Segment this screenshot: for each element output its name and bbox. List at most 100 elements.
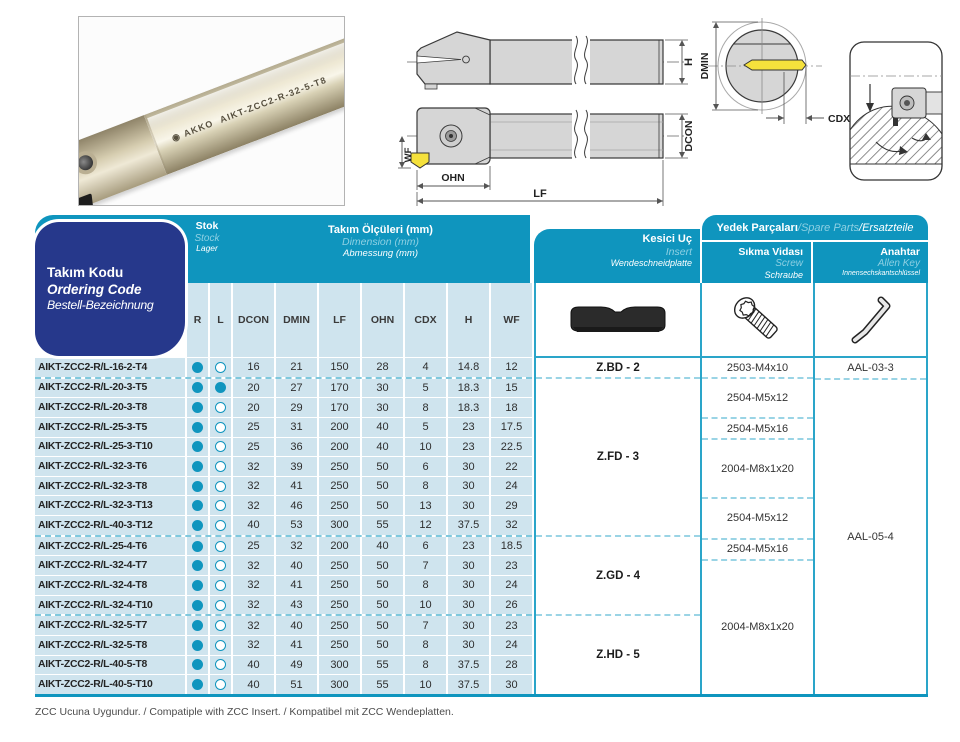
dim-value: 200	[319, 536, 360, 556]
dim-value: 32	[491, 516, 532, 535]
dim-value: 32	[276, 536, 317, 556]
dim-value: 24	[491, 476, 532, 496]
dim-value: 8	[405, 576, 446, 595]
tool-code: AIKT-ZCC2-R/L-40-5-T8	[35, 655, 185, 675]
insert-header-tr: Kesici Uç	[642, 233, 692, 245]
insert-column: Z.BD - 2 Z.FD - 3 Z.GD - 4 Z.HD - 5	[534, 283, 700, 694]
stock-r-cell	[187, 398, 208, 417]
dim-value: 50	[362, 635, 403, 655]
dim-value: 14.8	[448, 358, 489, 377]
dim-value: 37.5	[448, 655, 489, 675]
dim-value: 30	[448, 556, 489, 576]
dim-value: 27	[276, 378, 317, 398]
column-header-r: R	[187, 283, 208, 357]
dim-label-cdx: CDX	[828, 113, 850, 125]
dim-value: 40	[233, 655, 274, 675]
dim-value: 250	[319, 556, 360, 576]
dim-value: 5	[405, 378, 446, 398]
dim-value: 16	[233, 358, 274, 377]
dim-value: 17.5	[491, 417, 532, 437]
key-header-en: Allen Key	[877, 258, 920, 270]
dim-value: 8	[405, 635, 446, 655]
dim-value: 8	[405, 655, 446, 675]
stock-r-dot	[192, 480, 203, 492]
dim-value: 50	[362, 476, 403, 496]
dim-value: 300	[319, 675, 360, 694]
dim-value: 43	[276, 595, 317, 615]
screw-label: 2004-M8x1x20	[721, 462, 794, 475]
table-row: AIKT-ZCC2-R/L-32-4-T7 32 40 250 50 7 30 23	[35, 556, 532, 577]
screw-group: 2504-M5x16	[702, 540, 813, 561]
stock-l-cell	[210, 556, 231, 576]
column-header-cdx: CDX	[405, 283, 446, 357]
screw-group: 2504-M5x12	[702, 499, 813, 540]
stock-l-dot	[215, 421, 226, 433]
dim-label-lf: LF	[533, 188, 547, 200]
tool-table: AIKT-ZCC2-R/L-16-2-T4 16 21 150 28 4 14.8 12 AIK…	[35, 358, 532, 694]
stock-l-dot	[215, 461, 226, 473]
dim-value: 53	[276, 516, 317, 535]
spare-header-de: Ersatzteile	[862, 221, 914, 234]
clamp-screw	[79, 153, 96, 173]
tool-code: AIKT-ZCC2-R/L-20-3-T8	[35, 398, 185, 417]
insert-group: Z.FD - 3	[536, 379, 700, 537]
dim-value: 30	[448, 576, 489, 595]
insert-icon	[570, 306, 666, 332]
screw-label: 2004-M8x1x20	[721, 621, 794, 634]
dim-value: 37.5	[448, 675, 489, 694]
dim-value: 32	[233, 595, 274, 615]
stock-r-cell	[187, 516, 208, 535]
feed-arrow	[866, 103, 874, 112]
stock-r-cell	[187, 616, 208, 635]
column-header-lf: LF	[319, 283, 360, 357]
dim-value: 30	[448, 635, 489, 655]
dim-value: 23	[448, 417, 489, 437]
table-row: AIKT-ZCC2-R/L-32-3-T13 32 46 250 50 13 30 29	[35, 496, 532, 517]
code-header-en: Ordering Code	[47, 281, 142, 297]
table-row: AIKT-ZCC2-R/L-40-5-T10 40 51 300 55 10 37.5 30	[35, 675, 532, 694]
dim-value: 50	[362, 576, 403, 595]
dim-value: 250	[319, 616, 360, 635]
stock-l-dot	[215, 620, 226, 632]
dim-value: 30	[448, 595, 489, 615]
stock-l-cell	[210, 437, 231, 457]
dim-value: 170	[319, 398, 360, 417]
screw-icon	[733, 296, 778, 339]
tool-code: AIKT-ZCC2-R/L-32-3-T13	[35, 496, 185, 516]
table-row: AIKT-ZCC2-R/L-32-4-T8 32 41 250 50 8 30 24	[35, 576, 532, 596]
spare-header-tr: Yedek Parçaları	[716, 221, 798, 234]
dim-value: 10	[405, 675, 446, 694]
dim-value: 4	[405, 358, 446, 377]
insert-yellow	[410, 152, 430, 169]
stock-r-dot	[192, 519, 203, 531]
tool-code: AIKT-ZCC2-R/L-32-3-T6	[35, 457, 185, 476]
insert-label: Z.FD - 3	[596, 451, 640, 464]
stock-l-dot	[215, 679, 226, 691]
stock-r-dot	[192, 382, 203, 394]
dim-value: 40	[233, 516, 274, 535]
dim-value: 25	[233, 437, 274, 457]
stock-r-cell	[187, 556, 208, 576]
stock-l-cell	[210, 358, 231, 377]
insert-group: Z.HD - 5	[536, 616, 700, 694]
code-header-tr: Takım Kodu	[47, 265, 124, 281]
tool-code: AIKT-ZCC2-R/L-32-5-T7	[35, 616, 185, 635]
dim-value: 23	[491, 616, 532, 635]
tool-code: AIKT-ZCC2-R/L-16-2-T4	[35, 358, 185, 377]
dim-label-dmin: DMIN	[700, 53, 711, 80]
stock-l-dot	[215, 659, 226, 671]
dim-value: 300	[319, 655, 360, 675]
dim-header-de: Abmessung (mm)	[343, 247, 418, 259]
dim-value: 13	[405, 496, 446, 516]
insert-yellow-end	[743, 59, 807, 71]
tool-code: AIKT-ZCC2-R/L-32-4-T7	[35, 556, 185, 576]
key-label: AAL-03-3	[847, 361, 894, 374]
stock-r-cell	[187, 358, 208, 377]
tool-code: AIKT-ZCC2-R/L-32-3-T8	[35, 476, 185, 496]
dim-value: 200	[319, 417, 360, 437]
table-row: AIKT-ZCC2-R/L-20-3-T5 20 27 170 30 5 18.3 15	[35, 378, 532, 399]
key-image-cell	[815, 283, 926, 358]
dim-value: 49	[276, 655, 317, 675]
dim-value: 250	[319, 457, 360, 476]
stock-l-dot	[215, 599, 226, 611]
